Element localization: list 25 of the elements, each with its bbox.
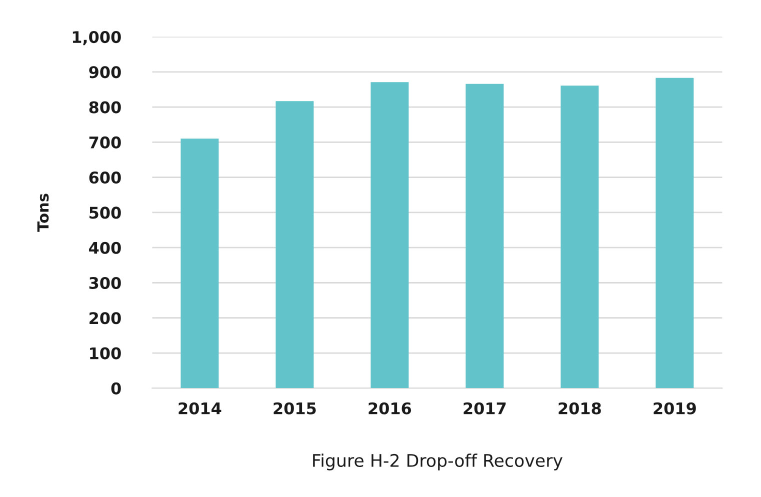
y-tick-label: 900 bbox=[89, 66, 121, 78]
x-tick-label: 2019 bbox=[654, 402, 696, 414]
bar bbox=[370, 82, 409, 388]
y-tick-label: 0 bbox=[111, 382, 121, 394]
bar bbox=[276, 101, 314, 388]
y-tick-label: 400 bbox=[89, 242, 121, 254]
y-tick-label: 1,000 bbox=[72, 30, 121, 46]
x-tick-label: 2017 bbox=[464, 402, 506, 414]
x-tick-label: 2015 bbox=[274, 402, 316, 414]
bar bbox=[180, 138, 219, 388]
x-tick-label: 2014 bbox=[178, 402, 222, 414]
text: Figure H-2 Drop-off Recovery bbox=[313, 454, 562, 470]
y-tick-label: 700 bbox=[89, 136, 121, 148]
y-tick-label: 600 bbox=[89, 172, 121, 184]
bar bbox=[466, 84, 504, 388]
y-tick-label: 200 bbox=[90, 312, 121, 324]
y-tick-label: 500 bbox=[90, 206, 121, 219]
bar bbox=[560, 86, 599, 388]
y-tick-label: 300 bbox=[89, 276, 121, 290]
y-tick-label: 800 bbox=[89, 101, 121, 114]
x-tick-label: 2016 bbox=[368, 402, 412, 414]
y-axis-title: Tons bbox=[37, 194, 49, 232]
y-tick-label: 100 bbox=[90, 347, 121, 360]
bar bbox=[656, 78, 694, 388]
x-tick-label: 2018 bbox=[558, 402, 601, 414]
